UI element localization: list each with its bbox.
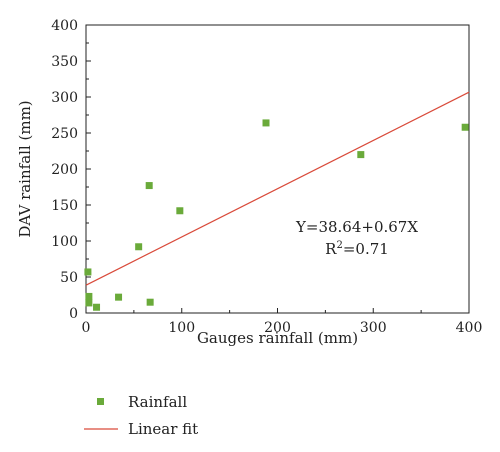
y-tick-label: 0 — [69, 306, 78, 322]
y-tick-label: 100 — [51, 234, 78, 250]
x-tick-label: 0 — [82, 320, 91, 336]
legend: Rainfall Linear fit — [84, 393, 198, 438]
y-tick-label: 300 — [51, 90, 78, 106]
rainfall-point — [262, 119, 270, 127]
rainfall-point — [461, 123, 469, 131]
legend-linear-fit-label: Linear fit — [128, 420, 198, 438]
y-tick-label: 50 — [60, 270, 78, 286]
rainfall-point — [135, 243, 143, 251]
y-tick-label: 200 — [51, 162, 78, 178]
rainfall-point — [84, 268, 92, 276]
plot-area: 0 100 200 300 400 0 50 100 150 200 250 300 350 400 — [51, 18, 482, 336]
rainfall-point — [115, 293, 123, 301]
plot-frame — [85, 24, 470, 314]
y-tick-label: 150 — [51, 198, 78, 214]
rainfall-point — [93, 303, 101, 311]
linear-fit-line — [85, 91, 470, 286]
fit-annotation: Y=38.64+0.67X R2=0.71 — [295, 218, 418, 258]
rainfall-point — [85, 292, 93, 300]
y-tick-label: 400 — [51, 18, 78, 34]
x-tick-label: 300 — [360, 320, 387, 336]
y-tick-label: 250 — [51, 126, 78, 142]
legend-rainfall-label: Rainfall — [128, 393, 187, 411]
rainfall-point — [85, 299, 93, 307]
rainfall-point — [357, 151, 365, 159]
y-tick-label: 350 — [51, 54, 78, 70]
legend-rainfall-marker — [97, 398, 104, 405]
x-tick-label: 200 — [264, 320, 291, 336]
y-axis-title: DAV rainfall (mm) — [16, 100, 34, 237]
rainfall-point — [176, 207, 184, 215]
rainfall-points — [84, 119, 469, 311]
x-tick-label: 100 — [168, 320, 195, 336]
y-axis: 0 50 100 150 200 250 300 350 400 — [51, 18, 91, 322]
x-tick-label: 400 — [456, 320, 483, 336]
x-axis: 0 100 200 300 400 — [82, 308, 483, 336]
rainfall-point — [146, 298, 154, 306]
fit-equation: Y=38.64+0.67X — [295, 218, 418, 236]
x-axis-title: Gauges rainfall (mm) — [197, 329, 358, 347]
rainfall-point — [145, 182, 153, 190]
fit-r-squared: R2=0.71 — [325, 240, 389, 258]
